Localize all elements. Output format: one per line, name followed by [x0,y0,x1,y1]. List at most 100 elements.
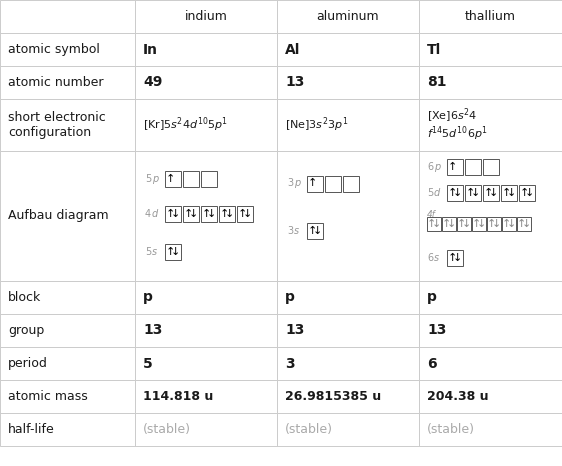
Bar [135,413,277,446]
Text: ↑: ↑ [517,219,527,229]
Text: half-life: half-life [8,423,55,436]
Bar [419,0,562,33]
Text: ↑: ↑ [308,178,318,189]
Text: p: p [285,290,295,304]
Text: period: period [8,357,48,370]
Text: $\mathregular{[Kr]5}s^2\mathregular{4}d^{10}\mathregular{5}p^1$: $\mathregular{[Kr]5}s^2\mathregular{4}d^… [143,116,228,134]
Text: 13: 13 [285,75,305,89]
Text: d: d [434,188,440,198]
Text: 5: 5 [143,356,153,370]
Text: ↑: ↑ [166,174,175,184]
Bar [135,314,277,347]
Text: short electronic
configuration: short electronic configuration [8,111,106,139]
Text: ↓: ↓ [225,209,234,219]
Text: Aufbau diagram: Aufbau diagram [8,210,108,222]
Bar [135,66,277,99]
Text: p: p [427,290,437,304]
Bar [0,66,135,99]
Text: 26.9815385 u: 26.9815385 u [285,390,381,403]
Bar [135,99,277,151]
Text: 204.38 u: 204.38 u [427,390,488,403]
Text: thallium: thallium [465,10,516,23]
Text: 6: 6 [427,253,433,263]
Bar [472,217,486,231]
Text: 114.818 u: 114.818 u [143,390,213,403]
Text: 6: 6 [427,162,433,171]
Text: ↓: ↓ [432,219,441,229]
Bar [442,217,456,231]
Text: ↓: ↓ [189,209,198,219]
Bar [483,185,499,200]
Bar [427,217,441,231]
Bar [457,217,471,231]
Bar [465,158,481,175]
Bar [135,347,277,380]
Text: block: block [8,291,41,304]
Bar [277,314,419,347]
Bar [419,281,562,314]
Text: 3: 3 [287,178,293,189]
Bar [135,33,277,66]
Text: ↓: ↓ [507,188,516,198]
Text: ↓: ↓ [453,188,462,198]
Bar [307,176,323,192]
Text: 4: 4 [145,209,151,219]
Bar [0,413,135,446]
Text: ↓: ↓ [453,253,462,263]
Text: ↓: ↓ [243,209,252,219]
Bar [502,217,516,231]
Text: ↑: ↑ [308,226,318,236]
Bar [135,380,277,413]
Bar [343,176,359,192]
Bar [447,158,463,175]
Text: $\mathregular{[Ne]3}s^2\mathregular{3}p^1$: $\mathregular{[Ne]3}s^2\mathregular{3}p^… [285,116,348,134]
Bar [219,206,235,222]
Bar [487,217,501,231]
Text: (stable): (stable) [285,423,333,436]
Bar [419,33,562,66]
Bar [0,0,135,33]
Bar [165,206,181,222]
Bar [447,185,463,200]
Bar [277,151,419,281]
Text: ↑: ↑ [487,219,497,229]
Bar [419,380,562,413]
Text: 5: 5 [145,174,151,184]
Text: ↓: ↓ [171,247,180,257]
Bar [165,171,181,186]
Bar [419,66,562,99]
Bar [183,171,199,186]
Text: Tl: Tl [427,42,441,56]
Text: ↑: ↑ [448,188,457,198]
Text: ↑: ↑ [448,162,457,171]
Text: s: s [294,226,299,236]
Bar [201,171,217,186]
Text: p: p [152,174,158,184]
Text: atomic symbol: atomic symbol [8,43,100,56]
Text: s: s [434,253,439,263]
Text: 5: 5 [145,247,151,257]
Text: p: p [294,178,300,189]
Bar [0,314,135,347]
Text: 5: 5 [427,188,433,198]
Text: $f^{14}\mathregular{5}d^{10}\mathregular{6}p^1$: $f^{14}\mathregular{5}d^{10}\mathregular… [427,124,488,143]
Text: ↓: ↓ [525,188,534,198]
Bar [135,281,277,314]
Bar [183,206,199,222]
Bar [0,380,135,413]
Text: ↓: ↓ [471,188,480,198]
Text: group: group [8,324,44,337]
Bar [135,0,277,33]
Text: ↑: ↑ [238,209,247,219]
Text: In: In [143,42,158,56]
Bar [277,33,419,66]
Bar [237,206,253,222]
Text: ↓: ↓ [489,188,498,198]
Text: ↑: ↑ [166,247,175,257]
Bar [419,99,562,151]
Bar [277,99,419,151]
Text: ↑: ↑ [202,209,211,219]
Bar [277,347,419,380]
Bar [201,206,217,222]
Text: 49: 49 [143,75,162,89]
